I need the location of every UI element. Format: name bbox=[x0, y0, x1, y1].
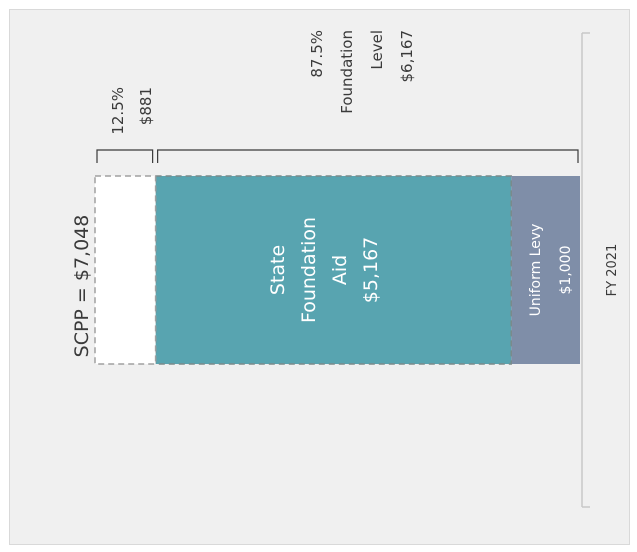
bracket-large-pct: 87.5% bbox=[308, 30, 326, 78]
bracket-large-text1: Foundation bbox=[338, 30, 356, 114]
bracket-small-amount: $881 bbox=[137, 87, 155, 125]
bar-segment-uniform-levy bbox=[511, 176, 580, 364]
category-axis bbox=[581, 32, 590, 508]
bar-segment-scpp-remainder bbox=[94, 175, 157, 365]
category-label: FY 2021 bbox=[605, 244, 620, 297]
state-aid-line2: Foundation bbox=[298, 217, 320, 323]
bracket-87-5-percent bbox=[157, 149, 579, 163]
state-aid-line1: State bbox=[267, 245, 289, 295]
levy-line2: $1,000 bbox=[558, 246, 574, 295]
bracket-large-text2: Level bbox=[368, 30, 386, 70]
bracket-small-pct: 12.5% bbox=[109, 87, 127, 135]
bracket-label-large: 87.5% Foundation Level $6,167 bbox=[308, 30, 416, 114]
levy-label: Uniform Levy $1,000 bbox=[528, 224, 574, 317]
state-aid-label: State Foundation Aid $5,167 bbox=[267, 217, 382, 323]
bracket-12-5-percent bbox=[96, 149, 154, 163]
bracket-large-amount: $6,167 bbox=[398, 30, 416, 83]
bracket-label-small: 12.5% $881 bbox=[109, 87, 155, 135]
scpp-total-label: SCPP = $7,048 bbox=[71, 215, 93, 358]
state-aid-line3: Aid bbox=[329, 255, 351, 285]
state-aid-line4: $5,167 bbox=[360, 237, 382, 303]
levy-line1: Uniform Levy bbox=[528, 224, 544, 317]
